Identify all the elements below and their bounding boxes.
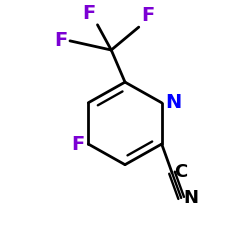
Text: N: N: [165, 93, 182, 112]
Text: N: N: [184, 189, 198, 207]
Text: F: F: [54, 31, 68, 50]
Text: F: F: [82, 4, 95, 22]
Text: F: F: [72, 134, 85, 154]
Text: F: F: [141, 6, 154, 25]
Text: C: C: [174, 162, 188, 180]
